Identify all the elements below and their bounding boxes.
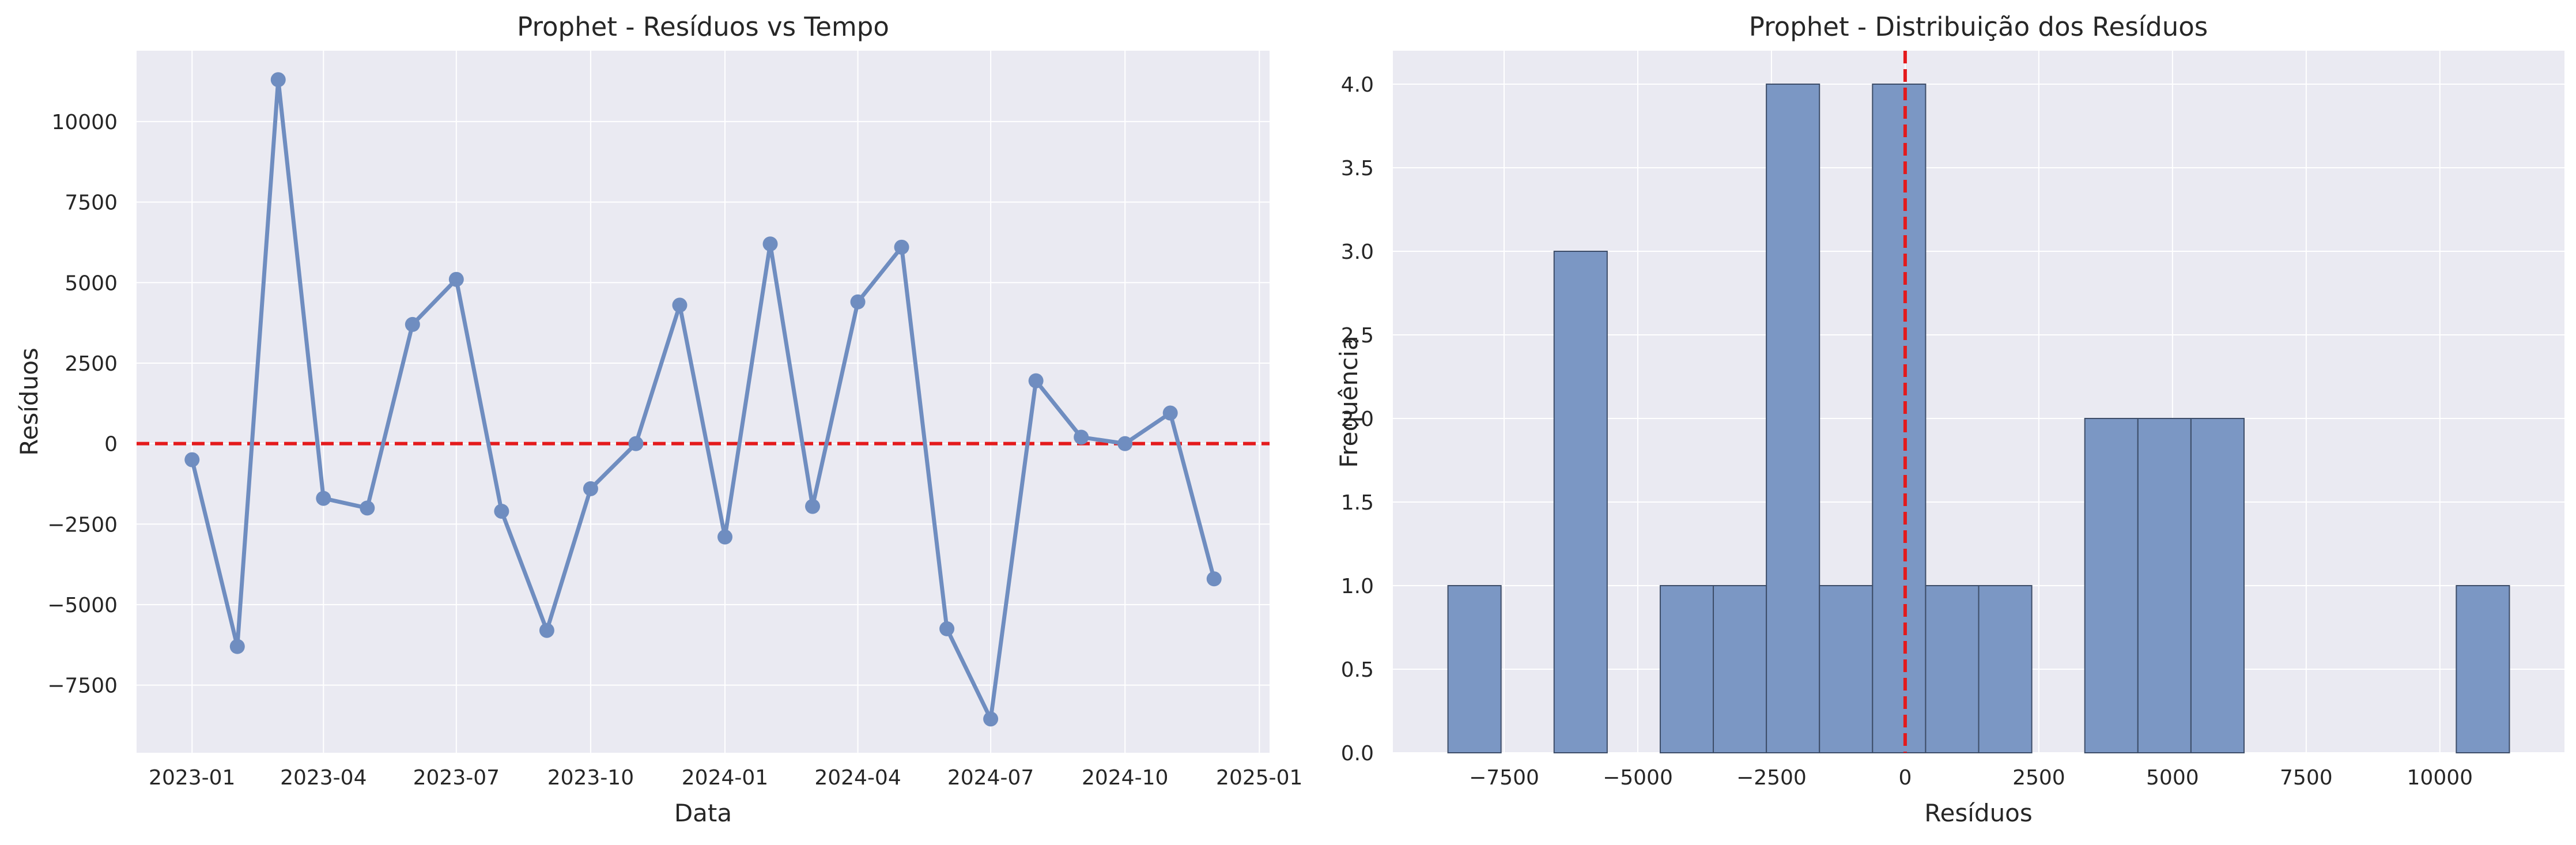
y-tick-label: 3.0 xyxy=(1341,240,1374,264)
histogram-bar xyxy=(1819,585,1874,753)
residual-point xyxy=(270,72,286,88)
residual-point xyxy=(939,621,955,636)
histogram-bar xyxy=(1872,84,1927,753)
x-tick-label: 2025-01 xyxy=(1216,766,1302,790)
tick-labels: 2023-01 2023-04 2023-07 2023-10 2024-01 2024-… xyxy=(47,111,1302,790)
y-tick-label: 5000 xyxy=(65,271,118,295)
y-tick-label: 2.0 xyxy=(1341,408,1374,431)
residual-point xyxy=(762,236,778,252)
y-tick-label: −7500 xyxy=(47,674,118,698)
y-tick-label: 2500 xyxy=(65,352,118,376)
residual-point xyxy=(850,294,866,310)
y-tick-label: −5000 xyxy=(47,594,118,617)
histogram-bar xyxy=(1447,585,1502,753)
residual-point xyxy=(983,711,999,727)
x-tick-label: 10000 xyxy=(2407,766,2473,790)
y-axis-label: Resíduos xyxy=(15,348,43,456)
x-tick-label: 2500 xyxy=(2012,766,2065,790)
residual-point xyxy=(894,239,909,255)
residual-series xyxy=(184,72,1222,727)
y-tick-label: −2500 xyxy=(47,513,118,537)
y-tick-label: 0 xyxy=(104,433,118,457)
y-tick-label: 10000 xyxy=(51,111,118,134)
residual-point xyxy=(1162,405,1178,421)
histogram-bar xyxy=(1978,585,2033,753)
histogram-bar xyxy=(2456,585,2510,753)
x-tick-label: 0 xyxy=(1898,766,1912,790)
residual-point xyxy=(1206,571,1222,587)
histogram-bar xyxy=(2190,418,2245,753)
residual-point xyxy=(628,436,644,451)
x-tick-label: 2023-04 xyxy=(280,766,367,790)
histogram-bar xyxy=(1553,251,1608,753)
residual-point xyxy=(229,639,245,654)
residual-point xyxy=(494,503,509,519)
y-tick-label: 7500 xyxy=(65,191,118,215)
histogram-bar xyxy=(1659,585,1714,753)
histogram-bar xyxy=(1766,84,1820,753)
x-tick-label: 2023-07 xyxy=(413,766,500,790)
residual-point xyxy=(805,499,821,514)
residual-point xyxy=(539,623,554,638)
residual-point xyxy=(184,452,200,467)
chart-title: Prophet - Resíduos vs Tempo xyxy=(517,12,889,42)
residuals-histogram-panel: −7500 −5000 −2500 0 2500 5000 7500 10000 0.0 0.5 1… xyxy=(1335,12,2564,827)
y-tick-label: 4.0 xyxy=(1341,73,1374,97)
x-axis-label: Resíduos xyxy=(1924,799,2033,827)
residual-point xyxy=(405,316,420,332)
residual-point xyxy=(360,500,375,516)
x-tick-label: −7500 xyxy=(1469,766,1539,790)
y-tick-label: 0.5 xyxy=(1341,658,1374,682)
x-tick-label: 2024-07 xyxy=(947,766,1034,790)
tick-labels: −7500 −5000 −2500 0 2500 5000 7500 10000 0.0 0.5 1… xyxy=(1341,73,2473,790)
x-tick-label: 2024-10 xyxy=(1082,766,1168,790)
x-tick-label: 2023-01 xyxy=(149,766,235,790)
histogram-bars xyxy=(1447,84,2510,753)
x-tick-label: 5000 xyxy=(2146,766,2199,790)
y-tick-label: 3.5 xyxy=(1341,157,1374,180)
y-tick-label: 0.0 xyxy=(1341,742,1374,765)
residual-point xyxy=(717,529,733,545)
histogram-bar xyxy=(2084,418,2139,753)
residual-point xyxy=(1074,429,1089,445)
x-axis-label: Data xyxy=(674,799,732,827)
residual-point xyxy=(672,297,688,313)
histogram-bar xyxy=(1925,585,1980,753)
residual-point xyxy=(316,491,331,506)
x-tick-label: 2024-04 xyxy=(814,766,901,790)
residual-point xyxy=(583,481,598,496)
histogram-bar xyxy=(1713,585,1767,753)
x-tick-label: 2023-10 xyxy=(547,766,634,790)
histogram-bar xyxy=(2137,418,2192,753)
residual-point xyxy=(1117,436,1133,451)
residual-point xyxy=(1028,373,1044,388)
x-tick-label: 2024-01 xyxy=(682,766,768,790)
x-tick-label: −5000 xyxy=(1603,766,1673,790)
x-tick-label: −2500 xyxy=(1736,766,1807,790)
plot-area xyxy=(137,51,1270,753)
residual-point xyxy=(448,271,464,287)
y-tick-label: 1.0 xyxy=(1341,575,1374,598)
y-axis-label: Frequência xyxy=(1335,335,1363,468)
x-tick-label: 7500 xyxy=(2280,766,2333,790)
chart-title: Prophet - Distribuição dos Resíduos xyxy=(1749,12,2208,42)
y-tick-label: 1.5 xyxy=(1341,491,1374,515)
residuals-time-panel: 2023-01 2023-04 2023-07 2023-10 2024-01 2024-… xyxy=(15,12,1302,827)
y-tick-label: 2.5 xyxy=(1341,324,1374,348)
